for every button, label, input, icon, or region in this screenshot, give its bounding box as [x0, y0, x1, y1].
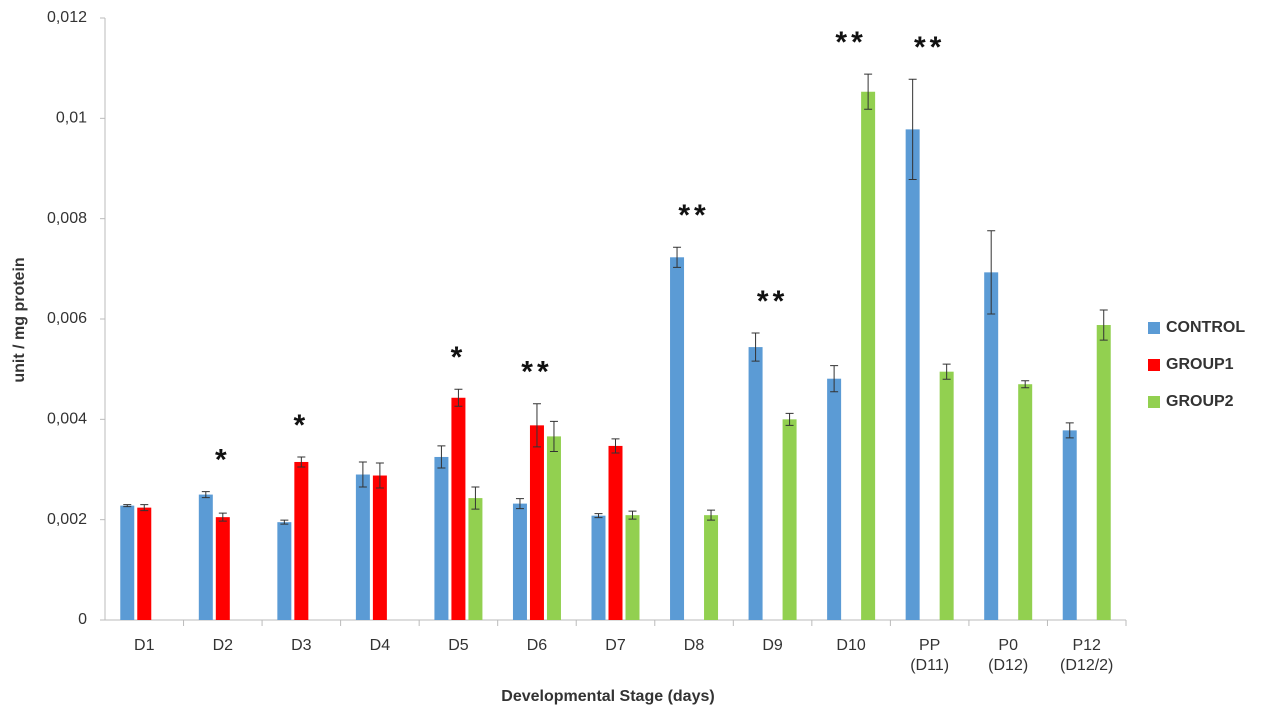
error-bar	[454, 388, 463, 407]
bar	[198, 494, 213, 620]
x-tick-label: D8	[683, 637, 705, 654]
bar	[905, 129, 920, 620]
error-bar	[549, 420, 558, 452]
x-tick-label: D9	[762, 637, 783, 654]
y-tick-label: 0,008	[47, 210, 87, 227]
annotation: *	[294, 409, 310, 442]
x-tick-label: P0 (D12)	[988, 637, 1029, 674]
error-bar	[218, 512, 227, 522]
error-bar	[280, 519, 289, 525]
error-bar	[1099, 309, 1108, 341]
y-tick-label: 0,006	[47, 310, 87, 327]
y-tick-label: 0,002	[47, 511, 87, 528]
y-axis-title: unit / mg protein	[11, 257, 28, 382]
legend-label: GROUP2	[1166, 393, 1234, 410]
error-bar	[1065, 422, 1074, 439]
bar	[529, 425, 544, 620]
bar	[782, 419, 797, 620]
bar	[670, 257, 685, 620]
legend-label: CONTROL	[1166, 319, 1245, 336]
error-bar	[437, 445, 446, 469]
error-bar	[201, 491, 210, 499]
bar	[1018, 384, 1033, 620]
annotation: **	[914, 31, 945, 64]
annotation: **	[678, 199, 709, 232]
bar	[355, 474, 370, 620]
bar	[294, 461, 309, 620]
annotation: **	[835, 26, 866, 59]
error-bar	[471, 486, 480, 510]
bar	[468, 498, 483, 620]
error-bar	[628, 510, 637, 520]
error-bar	[942, 363, 951, 380]
error-bar	[785, 412, 794, 426]
x-tick-label: D6	[526, 637, 548, 654]
x-axis-title: Developmental Stage (days)	[501, 688, 714, 705]
bar	[277, 522, 292, 620]
bar	[748, 347, 763, 620]
y-tick-label: 0	[78, 611, 87, 628]
y-tick-label: 0,012	[47, 9, 87, 26]
x-tick-label: D1	[134, 637, 155, 654]
error-bar	[375, 462, 384, 489]
bar	[451, 397, 466, 620]
error-bar	[751, 332, 760, 362]
bar	[372, 475, 387, 620]
y-tick-label: 0,004	[47, 411, 87, 428]
error-bar	[297, 456, 306, 468]
error-bar	[830, 365, 839, 393]
x-tick-label: D3	[291, 637, 312, 654]
error-bar	[987, 230, 996, 315]
error-bar	[908, 78, 917, 181]
x-tick-label: P12 (D12/2)	[1060, 637, 1114, 674]
bar	[434, 456, 449, 620]
bar	[861, 91, 876, 621]
legend-swatch	[1148, 396, 1160, 408]
bar	[546, 436, 561, 620]
error-bar	[673, 246, 682, 268]
bar	[827, 378, 842, 620]
bar	[1096, 325, 1111, 620]
x-tick-label: D5	[448, 637, 469, 654]
bar	[137, 507, 152, 620]
x-tick-label: D10	[836, 637, 866, 654]
bar	[939, 371, 954, 620]
error-bar	[358, 461, 367, 488]
annotation: **	[521, 356, 552, 389]
error-bar	[532, 403, 541, 448]
error-bar	[864, 73, 873, 110]
y-tick-label: 0,01	[56, 110, 87, 127]
error-bar	[1021, 380, 1030, 389]
x-tick-label: PP (D11)	[910, 637, 950, 674]
x-tick-label: D4	[369, 637, 391, 654]
bar	[984, 272, 999, 620]
x-tick-label: D7	[605, 637, 626, 654]
bar	[625, 515, 640, 620]
legend-swatch	[1148, 322, 1160, 334]
bar	[512, 503, 527, 620]
error-bar	[611, 438, 620, 454]
error-bar	[123, 504, 132, 508]
annotation: *	[451, 341, 467, 374]
bar	[608, 445, 623, 620]
annotation: *	[215, 443, 231, 476]
error-bar	[140, 504, 149, 512]
error-bar	[707, 509, 716, 521]
bar	[1062, 430, 1077, 620]
annotation: **	[757, 285, 788, 318]
error-bar	[594, 513, 603, 519]
x-tick-label: D2	[212, 637, 234, 654]
bar	[120, 505, 135, 620]
bar	[215, 517, 230, 620]
bar	[704, 515, 719, 620]
error-bar	[515, 498, 524, 510]
legend-swatch	[1148, 359, 1160, 371]
bar	[591, 515, 606, 620]
legend-label: GROUP1	[1166, 356, 1234, 373]
